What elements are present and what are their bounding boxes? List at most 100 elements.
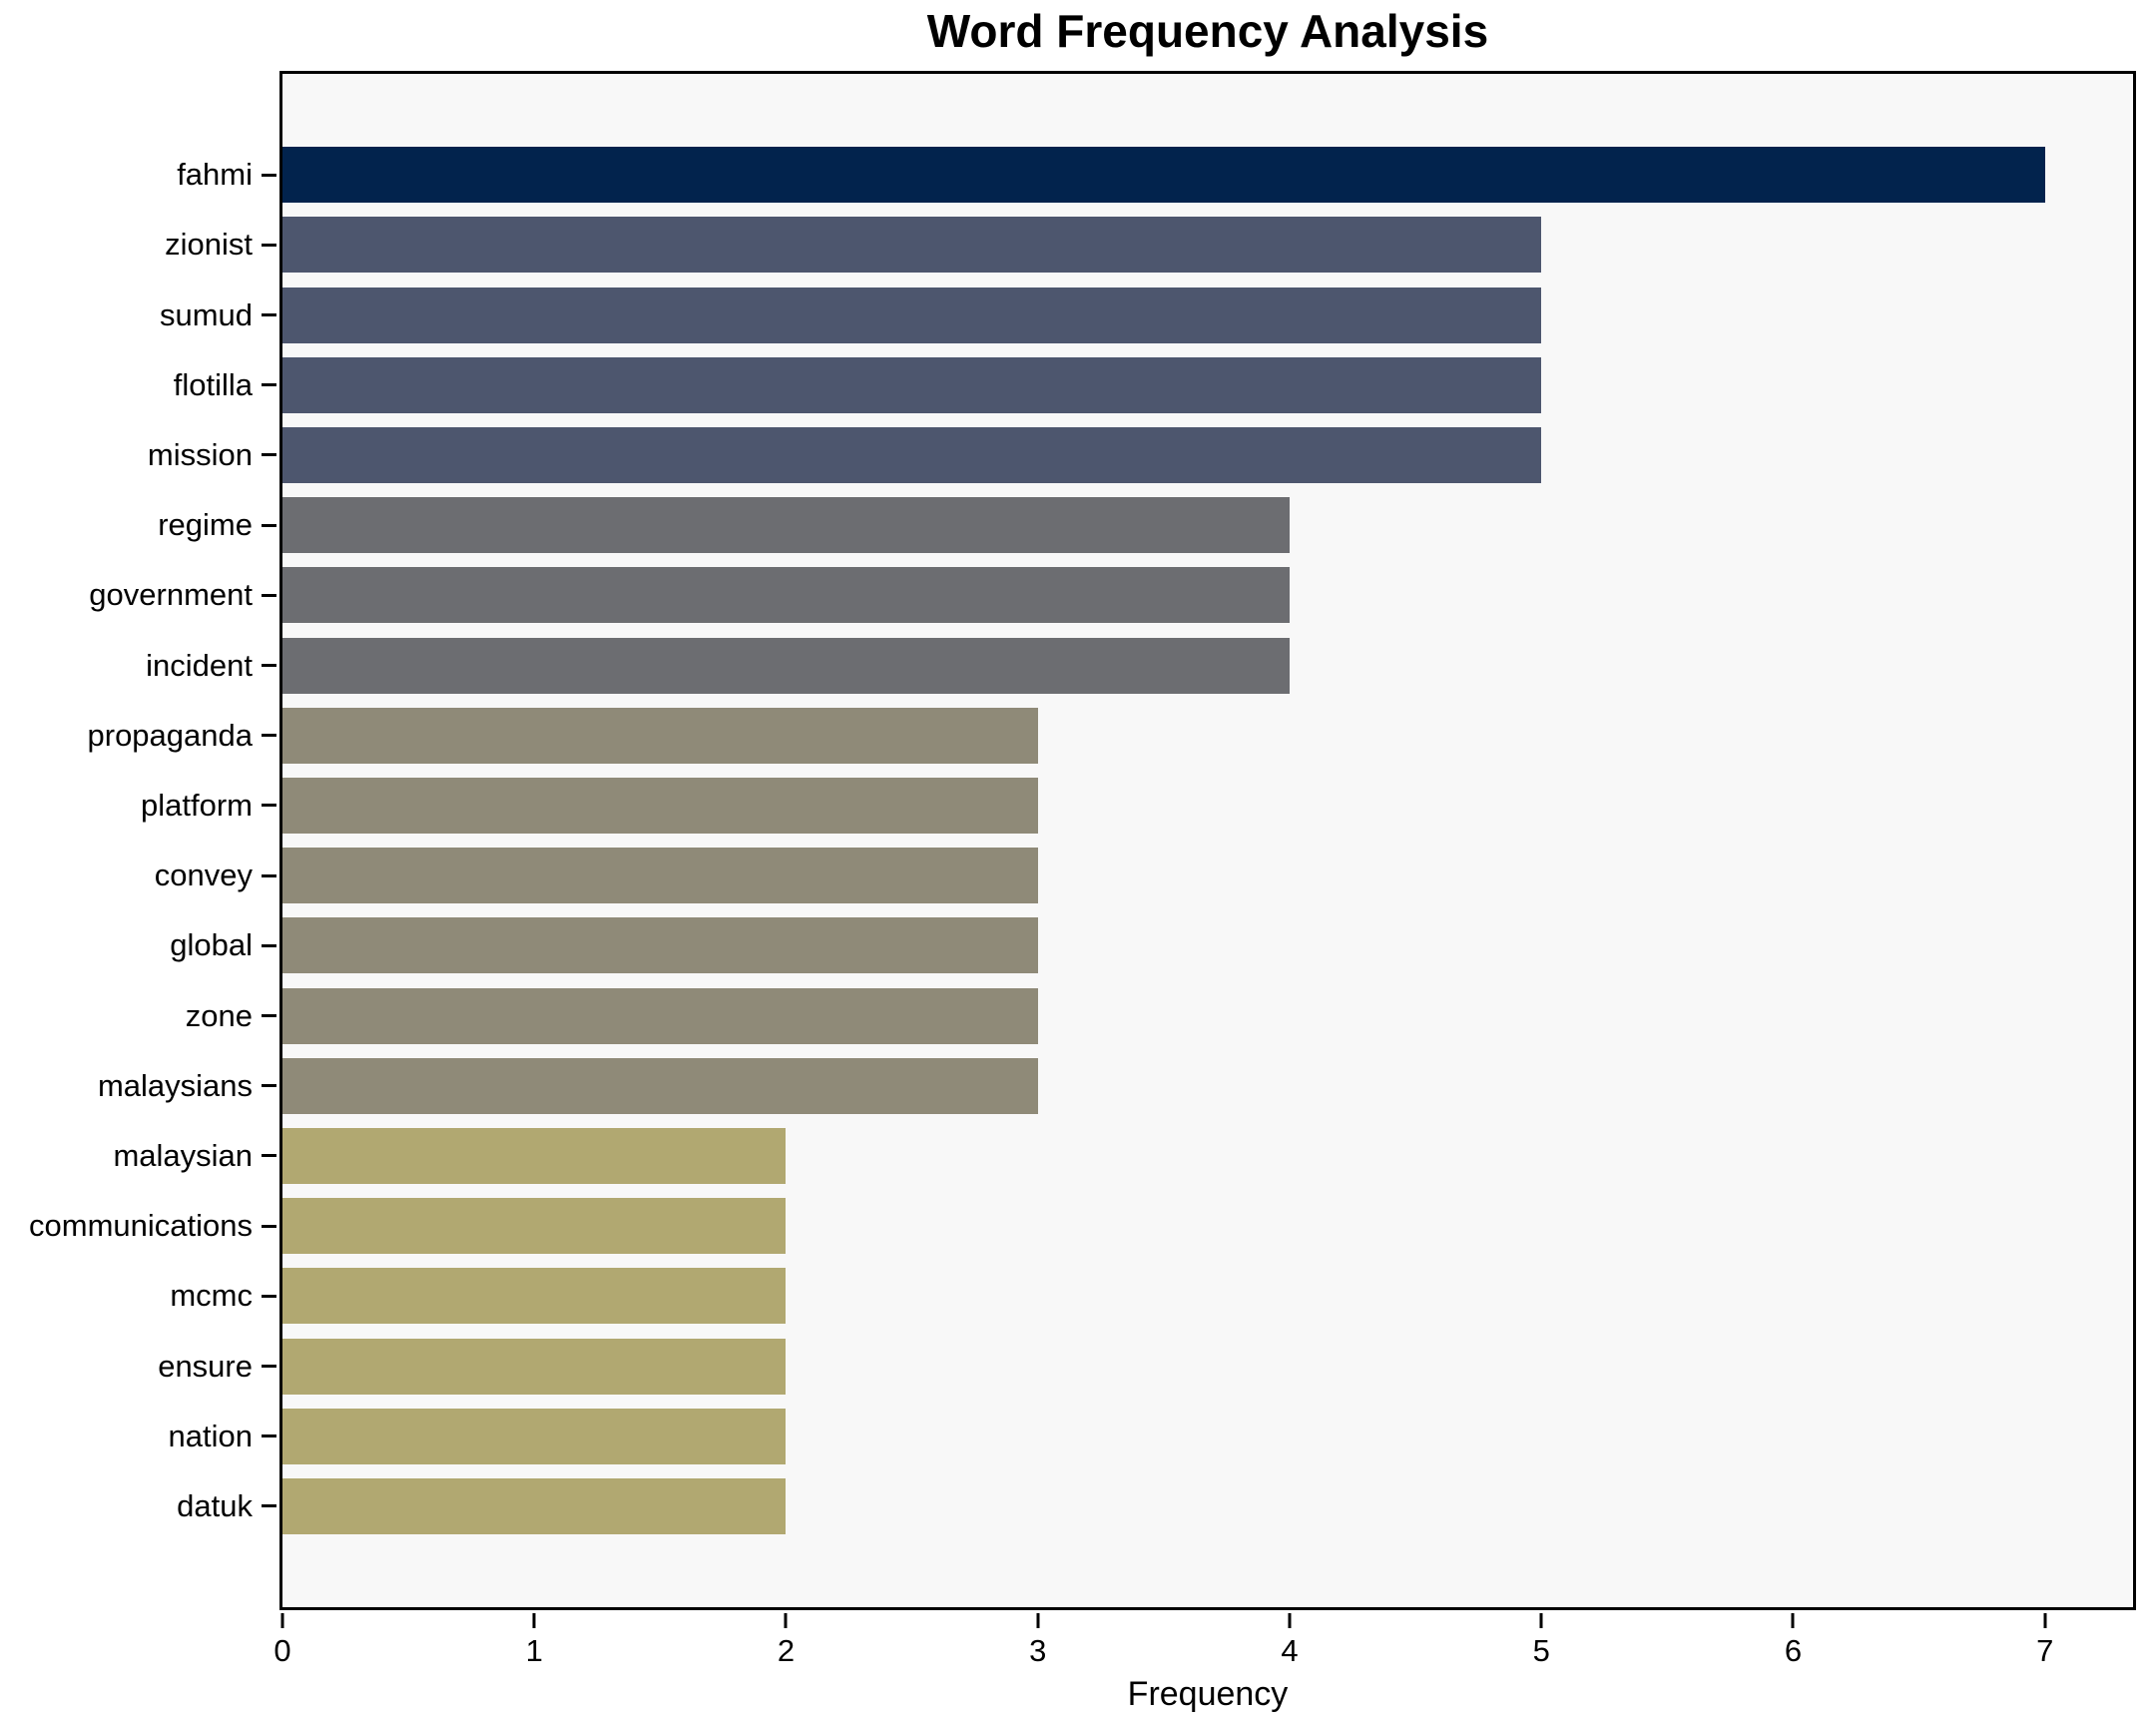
bar [282,356,1542,413]
bar [282,147,2045,204]
x-axis-label: Frequency [1127,1675,1289,1713]
y-tick-label: mcmc [170,1278,253,1314]
x-tick-label: 5 [1532,1633,1550,1668]
y-tick-mark [262,1504,276,1508]
x-tick-mark [2043,1613,2047,1628]
x-tick-mark [1036,1613,1040,1628]
bar-row: mission [148,420,2133,490]
y-tick-mark [262,1434,276,1438]
y-tick-mark [262,1294,276,1298]
bar-row: malaysians [98,1051,2133,1121]
bar-row: regime [158,490,2133,560]
bar-row: ensure [158,1331,2133,1401]
bar [282,567,1290,624]
bar-row: convey [155,841,2133,910]
bar [282,917,1038,974]
bar-row: flotilla [174,350,2133,420]
y-tick-mark [262,173,276,177]
bar-row: communications [29,1191,2133,1261]
bar-row: datuk [177,1471,2133,1541]
y-tick-mark [262,664,276,668]
y-tick-label: sumud [159,296,253,332]
y-tick-label: mission [147,436,253,472]
y-tick-label: zone [185,997,253,1033]
x-tick-mark [1791,1613,1795,1628]
y-tick-mark [262,943,276,947]
y-tick-label: nation [168,1418,253,1453]
x-tick-mark [1288,1613,1292,1628]
y-tick-label: incident [146,647,253,683]
bar-row: global [170,910,2133,980]
x-tick-mark [1539,1613,1543,1628]
y-tick-mark [262,1014,276,1018]
y-tick-label: platform [141,787,253,823]
y-tick-label: zionist [165,227,253,263]
y-tick-mark [262,313,276,316]
bar [282,286,1542,343]
bar-row: zionist [165,210,2133,280]
x-tick-label: 2 [777,1633,796,1668]
bar [282,426,1542,483]
bar-row: mcmc [170,1261,2133,1331]
bar [282,1057,1038,1114]
y-tick-label: datuk [177,1487,253,1523]
bar [282,1127,787,1184]
bar [282,1408,787,1464]
bar [282,1268,787,1325]
bar [282,1338,787,1395]
bar-row: fahmi [177,140,2133,210]
bar-row: platform [141,771,2133,841]
bar-row: sumud [160,280,2133,349]
x-tick-label: 7 [2036,1633,2054,1668]
y-tick-label: regime [158,507,253,543]
y-tick-label: flotilla [173,366,253,402]
y-tick-label: fahmi [177,157,253,193]
y-tick-label: convey [154,858,253,893]
y-tick-mark [262,873,276,877]
x-tick-label: 3 [1029,1633,1047,1668]
y-tick-label: ensure [158,1348,253,1384]
bar-row: zone [186,980,2133,1050]
plot-area: fahmi zionist sumud flotilla mission regime go… [29,71,2136,1668]
y-tick-label: malaysian [113,1137,253,1173]
x-tick-mark [784,1613,788,1628]
x-tick-label: 0 [273,1633,291,1668]
y-tick-mark [262,593,276,597]
bar-row: malaysian [113,1121,2133,1191]
y-tick-mark [262,453,276,457]
x-tick-label: 1 [525,1633,543,1668]
bar [282,497,1290,554]
bar [282,707,1038,764]
bar-row: government [89,560,2133,630]
bars-container: fahmi zionist sumud flotilla mission regime go… [29,140,2133,1541]
bar-row: incident [146,630,2133,700]
y-tick-mark [262,383,276,387]
y-tick-mark [262,1154,276,1158]
y-tick-label: government [89,577,253,613]
y-tick-mark [262,1084,276,1088]
bar-row: propaganda [88,701,2133,771]
y-tick-label: malaysians [97,1067,253,1103]
y-tick-label: global [170,927,253,963]
y-tick-mark [262,1365,276,1369]
chart-title: Word Frequency Analysis [926,5,1489,57]
bar [282,1477,787,1534]
x-tick-label: 4 [1281,1633,1299,1668]
y-tick-label: propaganda [87,717,254,753]
bar [282,777,1038,834]
bar [282,637,1290,694]
y-tick-mark [262,1224,276,1228]
y-tick-mark [262,243,276,247]
bar [282,1198,787,1255]
y-tick-mark [262,734,276,738]
x-tick-mark [280,1613,284,1628]
y-tick-mark [262,523,276,527]
bar [282,848,1038,904]
bar [282,987,1038,1044]
bar-row: nation [169,1402,2133,1471]
bar [282,217,1542,274]
x-tick-mark [532,1613,536,1628]
y-tick-label: communications [29,1208,253,1244]
x-tick-label: 6 [1784,1633,1803,1668]
